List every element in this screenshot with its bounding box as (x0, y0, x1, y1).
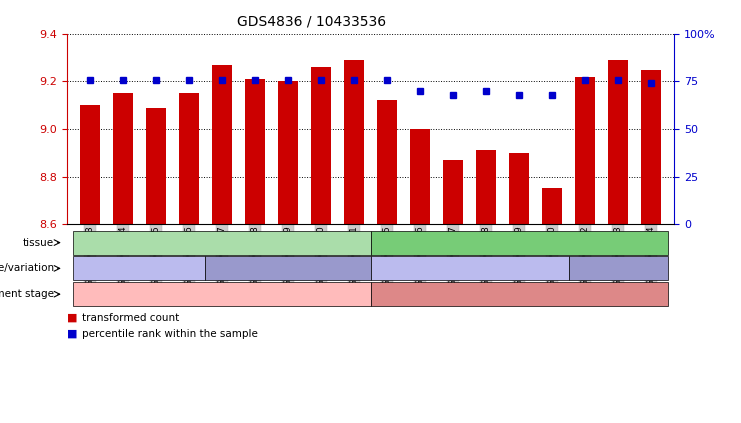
Bar (278, 82, 298, 224)
Bar (509, 153, 529, 224)
Text: ■: ■ (67, 329, 77, 339)
Text: transformed count: transformed count (82, 313, 179, 323)
Bar (245, 79, 265, 224)
Bar (377, 101, 397, 224)
Text: posterior embryonic brain: posterior embryonic brain (150, 238, 294, 247)
Bar (344, 60, 364, 224)
Text: 4 somite stage: 4 somite stage (181, 289, 263, 299)
Bar (608, 60, 628, 224)
Text: tissue: tissue (23, 238, 54, 247)
Text: Raldh2-/-: Raldh2-/- (445, 264, 495, 273)
Text: ■: ■ (67, 313, 77, 323)
Text: anterior embryonic brain: anterior embryonic brain (450, 238, 589, 247)
Text: GDS4836 / 10433536: GDS4836 / 10433536 (236, 15, 386, 29)
Text: Raldh2-/-: Raldh2-/- (114, 264, 165, 273)
Bar (443, 160, 463, 224)
Text: genotype/variation: genotype/variation (0, 264, 54, 273)
Text: percentile rank within the sample: percentile rank within the sample (82, 329, 257, 339)
Bar (476, 151, 496, 224)
Bar (575, 77, 595, 224)
Bar (410, 129, 430, 224)
Bar (80, 105, 100, 224)
Bar (179, 93, 199, 224)
Text: 14 somite stage: 14 somite stage (474, 289, 564, 299)
Bar (641, 69, 661, 224)
Bar (212, 65, 232, 224)
Text: wild type: wild type (593, 264, 644, 273)
Bar (311, 67, 331, 224)
Text: development stage: development stage (0, 289, 54, 299)
Bar (542, 189, 562, 224)
Bar (113, 93, 133, 224)
Text: wild type: wild type (262, 264, 313, 273)
Bar (146, 107, 166, 224)
